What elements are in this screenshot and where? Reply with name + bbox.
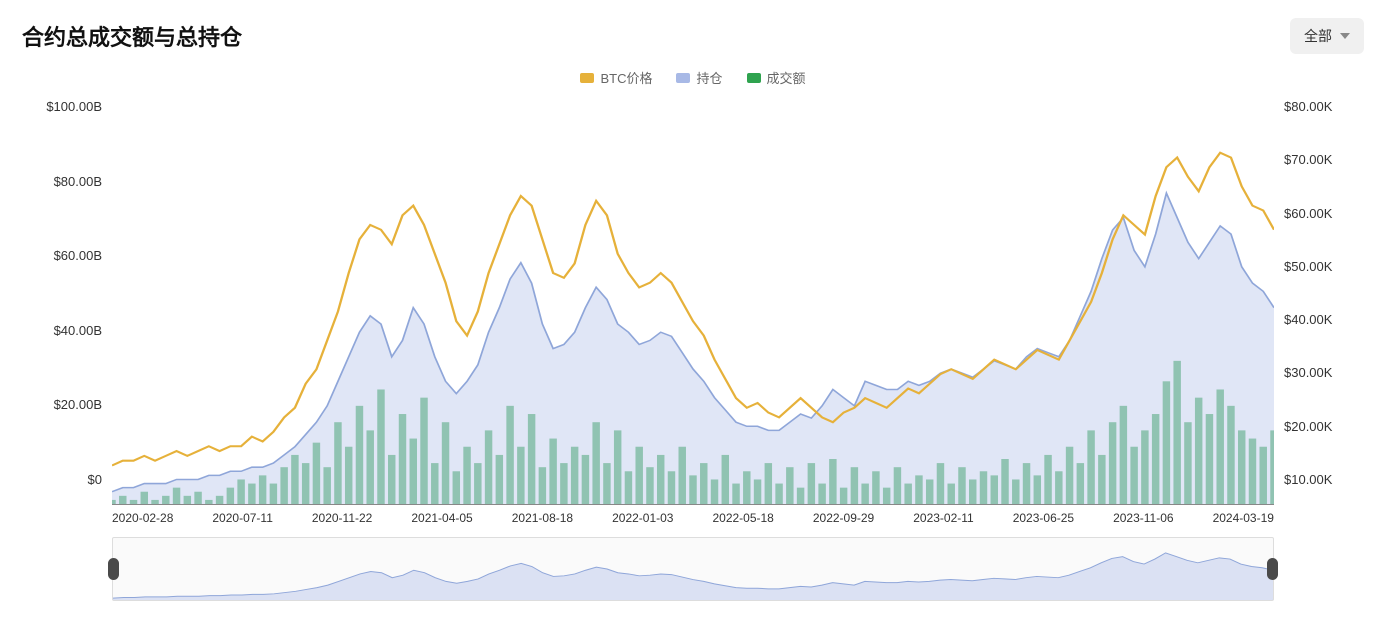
x-tick: 2023-11-06 [1113, 511, 1174, 525]
swatch-oi [676, 73, 690, 83]
y-right-tick: $50.00K [1284, 259, 1364, 274]
y-left-tick: $60.00B [22, 248, 102, 263]
y-left-tick: $100.00B [22, 99, 102, 114]
legend-oi[interactable]: 持仓 [676, 68, 722, 87]
y-left-tick: $40.00B [22, 323, 102, 338]
x-tick: 2022-05-18 [712, 511, 773, 525]
dropdown-label: 全部 [1304, 26, 1332, 46]
y-right-tick: $40.00K [1284, 312, 1364, 327]
brush-handle-left[interactable] [108, 558, 119, 580]
y-left-tick: $80.00B [22, 174, 102, 189]
x-axis: 2020-02-28 2020-07-11 2020-11-22 2021-04-05… [112, 511, 1274, 525]
brush-handle-right[interactable] [1267, 558, 1278, 580]
chevron-down-icon [1340, 33, 1350, 39]
legend-vol[interactable]: 成交额 [747, 68, 806, 87]
chart-title: 合约总成交额与总持仓 [22, 20, 242, 52]
x-tick: 2020-11-22 [312, 511, 373, 525]
plot-area[interactable] [112, 95, 1274, 505]
y-left-tick: $20.00B [22, 397, 102, 412]
range-dropdown[interactable]: 全部 [1290, 18, 1364, 54]
brush-navigator[interactable] [112, 537, 1274, 601]
y-right-tick: $30.00K [1284, 365, 1364, 380]
y-right-tick: $80.00K [1284, 99, 1364, 114]
x-tick: 2024-03-19 [1213, 511, 1274, 525]
y-right-tick: $20.00K [1284, 419, 1364, 434]
chart-area: $100.00B $80.00B $60.00B $40.00B $20.00B $0 $… [22, 95, 1364, 505]
y-right-tick: $60.00K [1284, 206, 1364, 221]
legend-oi-label: 持仓 [696, 68, 722, 87]
y-left-tick: $0 [22, 472, 102, 487]
y-right-tick: $10.00K [1284, 472, 1364, 487]
chart-legend: BTC价格 持仓 成交额 [22, 68, 1364, 87]
swatch-vol [747, 73, 761, 83]
legend-btc[interactable]: BTC价格 [580, 68, 652, 87]
y-axis-left: $100.00B $80.00B $60.00B $40.00B $20.00B $0 [22, 95, 112, 505]
x-tick: 2021-04-05 [411, 511, 472, 525]
chart-header: 合约总成交额与总持仓 全部 [22, 18, 1364, 54]
x-tick: 2022-01-03 [612, 511, 673, 525]
y-right-tick: $70.00K [1284, 152, 1364, 167]
x-tick: 2023-02-11 [913, 511, 974, 525]
swatch-btc [580, 73, 594, 83]
legend-vol-label: 成交额 [767, 68, 806, 87]
x-tick: 2022-09-29 [813, 511, 874, 525]
x-tick: 2021-08-18 [512, 511, 573, 525]
legend-btc-label: BTC价格 [600, 68, 652, 87]
x-tick: 2020-07-11 [212, 511, 273, 525]
y-axis-right: $80.00K $70.00K $60.00K $50.00K $40.00K $30.0… [1274, 95, 1364, 505]
x-tick: 2023-06-25 [1013, 511, 1074, 525]
x-tick: 2020-02-28 [112, 511, 173, 525]
